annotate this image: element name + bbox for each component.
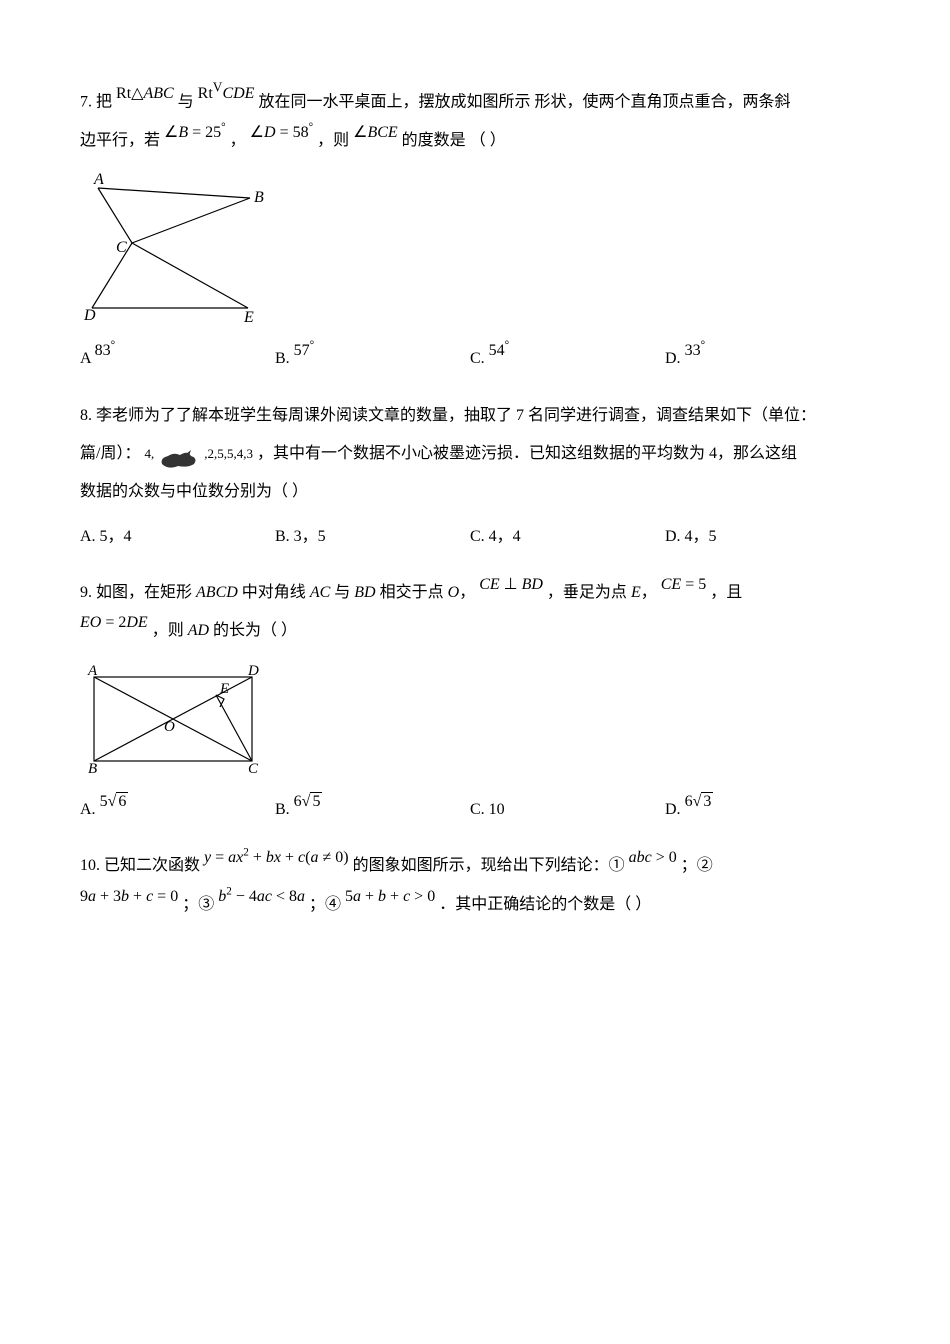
q7-rt-cde: RtVCDE (198, 85, 255, 102)
question-7: 7. 把 Rt△ABC 与 RtVCDE 放在同一水平桌面上，摆放成如图所示 形… (80, 80, 870, 379)
q9-l2b: 的长为（ ） (209, 622, 297, 639)
q10-l1b: 的图象如图所示，现给出下列结论：① (353, 857, 625, 874)
q8-line3: 数据的众数与中位数分别为（ ） (80, 473, 870, 511)
q10-c3: b2 − 4ac < 8a (218, 888, 305, 905)
q10-c2: 9a + 3b + c = 0 (80, 888, 178, 905)
q9-eo: EO = 2DE (80, 614, 148, 631)
q7-mid: 放在同一水平桌面上，摆放成如图所示 形状，使两个直角顶点重合，两条斜 (258, 93, 790, 110)
q7-paren: （ ） (470, 132, 506, 149)
q9-options: A. 5√6 B. 6√5 C. 10 D. 6√3 (80, 791, 860, 829)
q9-ac: AC (310, 584, 330, 601)
q9-l1d: 相交于点 (376, 584, 448, 601)
q8-opt-B: B. 3，5 (275, 518, 470, 556)
q7-lbl-D: D (83, 307, 96, 324)
q8-line1: 8. 李老师为了了解本班学生每周课外阅读文章的数量，抽取了 7 名同学进行调查，… (80, 397, 870, 435)
q7-lbl-B: B (254, 189, 264, 206)
q7-lbl-C: C (116, 239, 127, 256)
q9-line2: EO = 2DE ，则 AD 的长为（ ） (80, 612, 870, 650)
q9-ce-eq: CE = 5 (661, 576, 706, 593)
q7-opt-B: B. 57° (275, 340, 470, 378)
q7-angB: ∠B = 25° (164, 124, 226, 141)
q7-l2a: 边平行，若 (80, 132, 160, 149)
q8-data-before: 4, (144, 446, 154, 461)
q10-c1: abc > 0 (629, 849, 677, 866)
q7-comma1: ， (230, 132, 246, 149)
q7-line2: 边平行，若 ∠B = 25° ， ∠D = 58° ，则 ∠BCE 的度数是 （… (80, 122, 870, 160)
q10-func: y = ax2 + bx + c(a ≠ 0) (204, 849, 349, 866)
q9-lbl-C: C (248, 761, 259, 777)
q7-opt-C: C. 54° (470, 340, 665, 378)
q9-lbl-D: D (247, 663, 259, 679)
q7-rt-abc: Rt△ABC (116, 85, 174, 102)
q9-l1f: ，垂足为点 (547, 584, 631, 601)
q9-l1e: ， (459, 584, 475, 601)
q10-c4: 5a + b + c > 0 (345, 888, 435, 905)
q7-angD: ∠D = 58° (250, 124, 313, 141)
q7-lbl-E: E (243, 309, 254, 326)
q7-opt-A: A 83° (80, 340, 275, 378)
q9-figure: A D B C O E (80, 659, 270, 779)
q10-l1a: 10. 已知二次函数 (80, 857, 200, 874)
q9-opt-C: C. 10 (470, 791, 665, 829)
q7-opt-D: D. 33° (665, 340, 860, 378)
q9-ad: AD (188, 622, 209, 639)
question-8: 8. 李老师为了了解本班学生每周课外阅读文章的数量，抽取了 7 名同学进行调查，… (80, 397, 870, 557)
q7-line1: 7. 把 Rt△ABC 与 RtVCDE 放在同一水平桌面上，摆放成如图所示 形… (80, 80, 870, 122)
q10-tail: ．其中正确结论的个数是（ ） (439, 896, 651, 913)
q10-sep3: ；④ (309, 896, 341, 913)
q9-abcd: ABCD (196, 584, 238, 601)
question-9: 9. 如图，在矩形 ABCD 中对角线 AC 与 BD 相交于点 O， CE ⊥… (80, 574, 870, 829)
q8-opt-C: C. 4，4 (470, 518, 665, 556)
q7-yu: 与 (178, 93, 194, 110)
q9-l1h: ，且 (710, 584, 742, 601)
q10-line2: 9a + 3b + c = 0 ；③ b2 − 4ac < 8a ；④ 5a +… (80, 886, 870, 924)
q8-line2: 篇/周）： 4, ,2,5,5,4,3 ，其中有一个数据不小心被墨迹污损．已知这… (80, 435, 870, 473)
q9-l1g: ， (641, 584, 657, 601)
ink-smudge-icon (158, 442, 200, 462)
q9-opt-D: D. 6√3 (665, 791, 860, 829)
q9-lbl-E: E (219, 681, 229, 697)
q8-l2b: ，其中有一个数据不小心被墨迹污损．已知这组数据的平均数为 4，那么这组 (257, 445, 797, 462)
q7-lbl-A: A (93, 171, 104, 188)
q9-opt-A: A. 5√6 (80, 791, 275, 829)
q9-opt-B: B. 6√5 (275, 791, 470, 829)
q9-l1b: 中对角线 (238, 584, 310, 601)
q9-l1a: 9. 如图，在矩形 (80, 584, 196, 601)
q7-prefix: 7. 把 (80, 93, 112, 110)
q7-options: A 83° B. 57° C. 54° D. 33° (80, 340, 860, 378)
q7-l2c: 的度数是 (402, 132, 466, 149)
q9-lbl-O: O (164, 719, 175, 735)
question-10: 10. 已知二次函数 y = ax2 + bx + c(a ≠ 0) 的图象如图… (80, 847, 870, 924)
q8-opt-A: A. 5，4 (80, 518, 275, 556)
q9-lbl-B: B (88, 761, 97, 777)
q7-figure: A B C D E (80, 168, 270, 328)
q9-ce-perp: CE ⊥ BD (479, 576, 543, 593)
q9-lbl-A: A (87, 663, 98, 679)
q9-l2a: ，则 (152, 622, 188, 639)
q9-o: O (448, 584, 460, 601)
q9-bd: BD (354, 584, 375, 601)
q9-e: E (631, 584, 641, 601)
q10-sep2: ；③ (182, 896, 214, 913)
q7-angBCE: ∠BCE (353, 124, 398, 141)
q8-data-after: ,2,5,5,4,3 (204, 446, 253, 461)
q9-line1: 9. 如图，在矩形 ABCD 中对角线 AC 与 BD 相交于点 O， CE ⊥… (80, 574, 870, 612)
q10-l1c: ；② (681, 857, 713, 874)
q8-l2a: 篇/周）： (80, 445, 140, 462)
q8-opt-D: D. 4，5 (665, 518, 860, 556)
q7-l2b: ，则 (317, 132, 349, 149)
q9-l1c: 与 (330, 584, 354, 601)
q8-options: A. 5，4 B. 3，5 C. 4，4 D. 4，5 (80, 518, 860, 556)
q10-line1: 10. 已知二次函数 y = ax2 + bx + c(a ≠ 0) 的图象如图… (80, 847, 870, 885)
